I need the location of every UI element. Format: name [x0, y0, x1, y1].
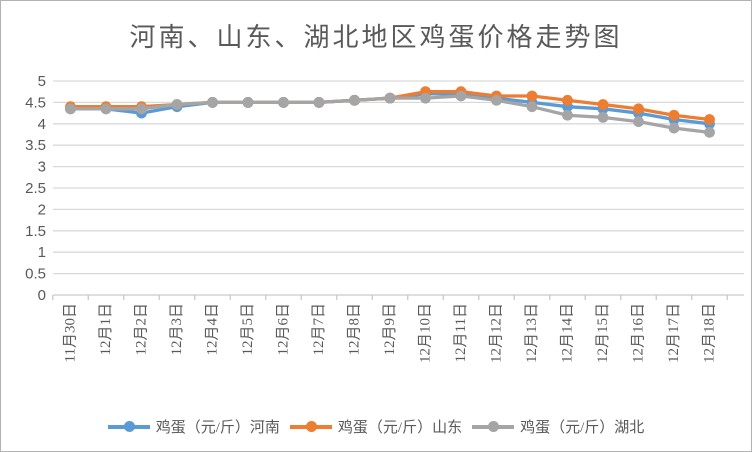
data-point-山东-12月18日	[704, 114, 715, 125]
chart-legend: 鸡蛋（元/斤）河南 鸡蛋（元/斤）山东 鸡蛋（元/斤）湖北	[1, 416, 751, 437]
legend-item-hubei: 鸡蛋（元/斤）湖北	[472, 416, 644, 437]
x-tick-label: 12月15日	[595, 303, 611, 363]
x-tick-label: 11月30日	[63, 303, 79, 362]
legend-label-shandong: 鸡蛋（元/斤）山东	[337, 420, 463, 436]
x-tick-label: 12月9日	[382, 303, 398, 356]
data-point-湖北-12月10日	[420, 92, 431, 104]
y-tick-label: 2.5	[25, 180, 46, 197]
data-point-湖北-12月3日	[171, 99, 183, 110]
y-tick-label: 1.5	[25, 223, 46, 240]
x-tick-label: 12月16日	[631, 303, 647, 363]
y-tick-label: 4.5	[25, 94, 46, 111]
x-tick-label: 12月8日	[347, 303, 363, 356]
line-marker-icon	[289, 421, 332, 432]
x-tick-label: 12月7日	[311, 303, 327, 356]
chart-title: 河南、山东、湖北地区鸡蛋价格走势图	[129, 23, 623, 52]
data-point-湖北-12月12日	[491, 94, 502, 106]
data-point-山东-12月17日	[668, 109, 680, 121]
data-point-湖北-12月7日	[313, 97, 325, 108]
data-point-湖北-12月15日	[597, 111, 609, 123]
y-tick-label: 1	[38, 244, 46, 261]
data-point-湖北-11月30日	[65, 103, 76, 115]
data-point-湖北-12月14日	[562, 109, 573, 121]
y-tick-label: 4	[38, 116, 46, 133]
data-point-湖北-12月13日	[526, 101, 538, 113]
legend-label-hubei: 鸡蛋（元/斤）湖北	[520, 420, 645, 436]
data-point-山东-12月14日	[562, 94, 573, 106]
x-tick-label: 12月1日	[98, 303, 114, 356]
y-tick-label: 0.5	[25, 266, 46, 283]
data-point-湖北-12月1日	[100, 103, 112, 115]
y-tick-label: 3.5	[25, 137, 46, 154]
data-point-湖北-12月2日	[136, 103, 147, 115]
line-marker-icon	[472, 421, 515, 432]
x-tick-label: 12月6日	[276, 303, 292, 356]
data-point-山东-12月13日	[526, 90, 538, 102]
data-point-湖北-12月11日	[455, 90, 467, 102]
x-tick-label: 12月12日	[489, 303, 505, 363]
x-tick-label: 12月14日	[560, 303, 576, 363]
legend-item-henan: 鸡蛋（元/斤）河南	[107, 416, 280, 437]
x-tick-label: 12月18日	[702, 303, 718, 363]
data-point-山东-12月16日	[633, 103, 644, 115]
legend-label-henan: 鸡蛋（元/斤）河南	[155, 420, 280, 436]
data-point-湖北-12月8日	[349, 94, 360, 106]
x-tick-label: 12月13日	[524, 303, 540, 363]
x-tick-label: 12月17日	[666, 303, 682, 363]
data-point-湖北-12月4日	[207, 97, 218, 108]
y-tick-label: 2	[38, 201, 46, 218]
y-tick-label: 5	[38, 73, 46, 90]
x-tick-label: 12月2日	[134, 303, 150, 356]
data-point-湖北-12月9日	[384, 92, 396, 104]
x-tick-label: 12月10日	[418, 303, 434, 363]
x-tick-label: 12月5日	[240, 303, 256, 356]
x-tick-label: 12月11日	[453, 303, 469, 362]
line-marker-icon	[107, 421, 150, 432]
x-tick-label: 12月3日	[169, 303, 185, 356]
data-point-湖北-12月17日	[668, 122, 680, 134]
x-tick-label: 12月4日	[205, 303, 221, 356]
y-tick-label: 0	[38, 287, 46, 304]
legend-item-shandong: 鸡蛋（元/斤）山东	[289, 416, 463, 437]
data-point-湖北-12月5日	[242, 97, 254, 108]
data-point-湖北-12月6日	[278, 97, 289, 108]
y-tick-label: 3	[38, 159, 46, 176]
data-point-山东-12月15日	[597, 99, 609, 110]
data-point-湖北-12月18日	[704, 126, 715, 138]
data-point-湖北-12月16日	[633, 116, 644, 128]
